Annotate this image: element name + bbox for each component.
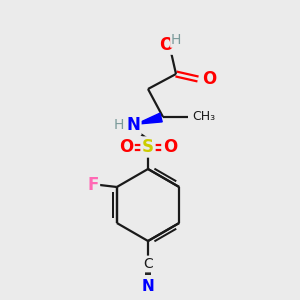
Polygon shape [136,113,162,124]
Text: O: O [119,138,133,156]
Text: O: O [163,138,177,156]
Text: O: O [159,36,173,54]
Text: S: S [142,138,154,156]
Text: N: N [126,116,140,134]
Text: H: H [171,33,181,47]
Text: F: F [87,176,98,194]
Text: CH₃: CH₃ [192,110,215,124]
Text: O: O [202,70,216,88]
Text: H: H [114,118,124,132]
Text: N: N [142,279,154,294]
Text: C: C [143,257,153,271]
